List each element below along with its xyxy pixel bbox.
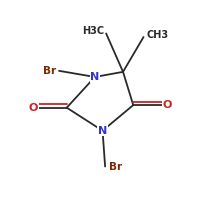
- Text: CH3: CH3: [147, 30, 169, 40]
- Text: O: O: [29, 103, 38, 113]
- Text: N: N: [98, 126, 107, 136]
- Text: O: O: [163, 100, 172, 110]
- Text: H3C: H3C: [82, 26, 104, 36]
- Text: Br: Br: [43, 66, 56, 76]
- Text: N: N: [90, 72, 100, 82]
- Text: Br: Br: [109, 162, 122, 172]
